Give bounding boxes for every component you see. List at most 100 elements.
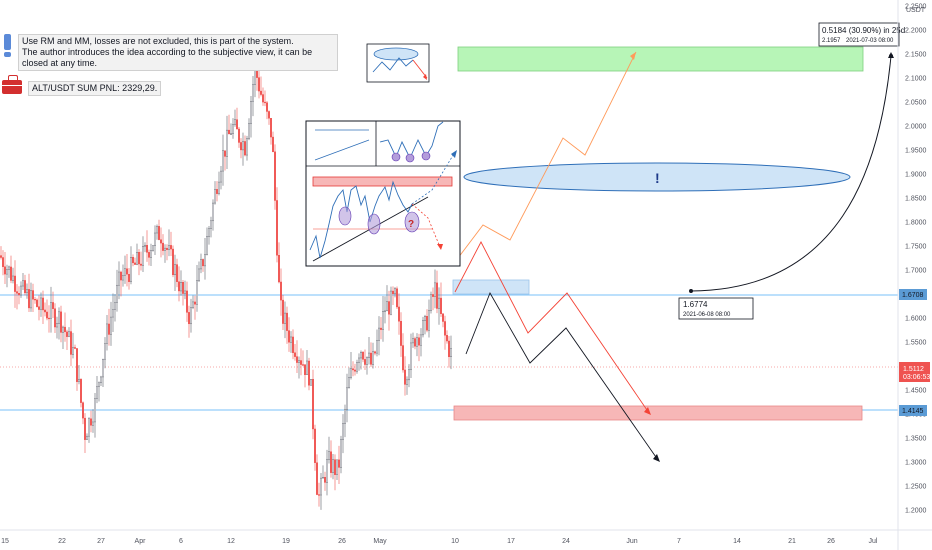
time-axis[interactable]: 15 22 27 Apr 6 12 19 26 May 10 17 24 Jun 7 14 21 26 Jul [1,538,878,545]
disclaimer-line-2: The author introduces the idea according… [22,47,313,68]
candle-body [316,462,319,495]
candle-body [292,336,295,353]
disclaimer-note: Use RM and MM, losses are not excluded, … [18,34,338,71]
candle-body [2,257,5,267]
orange-projection-path [454,51,637,263]
x-tick-label: 10 [451,538,459,545]
candle-body [239,142,242,151]
candle-body [189,307,192,325]
y-tick-label: 1.8500 [905,196,927,203]
x-tick-label: 17 [507,538,515,545]
candle-body [9,266,12,281]
y-tick-label: 1.3500 [905,436,927,443]
candle-body [424,316,427,321]
candle-body [308,360,311,386]
candle-body [356,362,359,372]
red-arrowhead [644,407,651,415]
candle-body [161,242,164,251]
candles [0,58,453,510]
candle-body [3,266,6,275]
candle-body [368,352,371,358]
candle-body [30,290,33,309]
candle-body [5,269,8,275]
exclamation-icon [4,34,12,58]
x-tick-label: Jul [869,538,878,545]
candle-body [366,357,369,365]
disclaimer-line-1: Use RM and MM, losses are not excluded, … [22,36,294,46]
candle-body [34,299,37,301]
x-tick-label: 19 [282,538,290,545]
candle-body [101,358,104,378]
candle-body [286,312,289,331]
candle-body [416,337,419,347]
candle-body [169,245,172,250]
candle-body [38,306,41,310]
candle-body [440,297,443,314]
candle-body [290,336,293,343]
price-axis[interactable]: 2.2500 2.2000 2.1500 2.1000 2.0500 2.0000 1.95… [905,4,927,515]
candle-body [205,236,208,255]
candle-body [111,309,114,318]
highlight-ellipse [463,162,851,192]
x-tick-label: 26 [338,538,346,545]
candle-body [418,337,421,346]
candle-body [16,291,19,294]
candle-body [247,123,250,139]
candle-body [394,288,397,295]
candle-body [227,129,230,135]
candle-body [60,311,63,333]
candle-body [175,264,178,282]
measure-start-label: 1.6774 2021-06-08 08:00 [678,297,754,320]
y-axis-unit: USDT [906,7,926,14]
candle-body [434,282,437,297]
candle-body [426,316,429,331]
candle-body [219,170,222,183]
candle-body [266,102,269,112]
candle-body [213,189,216,204]
candle-body [358,357,361,363]
candle-body [135,252,138,265]
measure-end-date: 2021-07-03 08:00 [846,38,894,44]
x-tick-label: Apr [135,538,147,545]
candle-body [157,226,160,240]
candle-body [121,275,124,281]
candle-body [209,220,212,229]
candle-body [278,254,281,283]
stop-zone [453,405,863,421]
candle-body [181,282,184,294]
candle-body [187,312,190,325]
candle-body [7,266,10,270]
y-tick-label: 2.1500 [905,52,927,59]
candle-body [398,306,401,322]
candle-body [69,331,72,355]
orange-arrowhead [630,52,636,60]
candle-body [183,290,186,294]
candle-body [155,226,158,234]
candle-body [372,351,375,365]
candle-body [103,343,106,360]
candle-body [374,351,377,354]
measure-curve [690,55,892,292]
candle-body [81,402,84,419]
candle-body [330,451,333,473]
candle-body [151,245,154,251]
candle-body [430,294,433,311]
candle-body [167,245,170,250]
candle-body [342,423,345,440]
candle-body [71,347,74,355]
candle-body [436,282,439,309]
candle-body [384,310,387,312]
candle-body [18,293,21,296]
candle-body [171,248,174,276]
ellipse-label: ! [655,170,660,186]
candle-body [131,257,134,264]
candle-body [199,259,202,270]
last-price-value: 1.5112 [903,366,924,373]
candle-body [404,369,407,385]
candle-body [406,379,409,385]
candle-body [52,302,55,309]
y-tick-label: 1.7500 [905,244,927,251]
candle-body [141,246,144,266]
candle-body [364,359,367,365]
